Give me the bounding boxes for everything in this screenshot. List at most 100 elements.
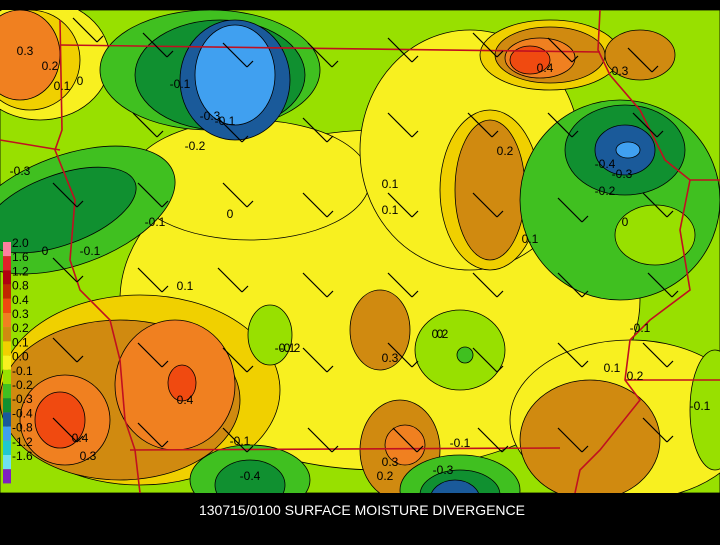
- legend-swatch: [3, 256, 11, 271]
- barb-flag: [166, 50, 174, 58]
- barb: [387, 272, 413, 298]
- contour-label: -0.1: [450, 436, 471, 450]
- barb-flag: [496, 210, 504, 218]
- legend-swatch: [3, 270, 11, 285]
- contour-label: -0.1: [145, 215, 166, 229]
- barb: [392, 427, 418, 453]
- contour-label: 0.2: [627, 369, 644, 383]
- legend-swatch: [3, 298, 11, 313]
- legend-swatch-end: [3, 469, 11, 484]
- barb: [52, 417, 78, 443]
- barb-flag: [411, 210, 419, 218]
- barb: [52, 337, 78, 363]
- barb-flag: [76, 355, 84, 363]
- contour-label: -0.3: [10, 164, 31, 178]
- state-borders: [0, 10, 720, 493]
- contour-field: [0, 10, 720, 493]
- contour-label: -0.4: [595, 157, 616, 171]
- legend-label: -0.4: [12, 406, 33, 420]
- barb-flag: [581, 290, 589, 298]
- contour-label: 0.4: [72, 431, 89, 445]
- barb: [467, 112, 493, 138]
- barb-flag: [76, 200, 84, 208]
- barb-flag: [241, 135, 249, 143]
- barb: [307, 427, 333, 453]
- barb: [142, 32, 168, 58]
- barb: [472, 272, 498, 298]
- barb-flag: [416, 445, 424, 453]
- barb: [137, 182, 163, 208]
- barb: [72, 17, 98, 43]
- title: 130715/0100 SURFACE MOISTURE DIVERGENCE: [199, 502, 525, 518]
- contour-label: 0: [77, 74, 84, 88]
- legend-label: 0.0: [12, 350, 29, 364]
- barb: [222, 427, 248, 453]
- barb-flag: [666, 360, 674, 368]
- legend-swatch: [3, 440, 11, 455]
- contour-label: 0.1: [382, 203, 399, 217]
- barb-flag: [246, 200, 254, 208]
- legend-label: -1.6: [12, 449, 33, 463]
- legend-swatch: [3, 426, 11, 441]
- legend-swatch: [3, 384, 11, 399]
- barb: [547, 112, 573, 138]
- contour-label: 0: [622, 215, 629, 229]
- barb-flag: [671, 290, 679, 298]
- legend-swatch: [3, 412, 11, 427]
- barb: [387, 112, 413, 138]
- barb-flag: [496, 290, 504, 298]
- barb: [642, 417, 668, 443]
- barb-flag: [326, 135, 334, 143]
- barb: [387, 192, 413, 218]
- barb: [132, 112, 158, 138]
- contour-label: -0.3: [433, 463, 454, 477]
- barb-flag: [326, 210, 334, 218]
- barb-flag: [581, 215, 589, 223]
- barb: [217, 117, 243, 143]
- legend-label: 0.3: [12, 307, 29, 321]
- barb: [302, 117, 328, 143]
- barb: [642, 192, 668, 218]
- barb-flag: [331, 60, 339, 68]
- contour-label: -0.2: [280, 341, 301, 355]
- legend-swatch: [3, 355, 11, 370]
- contour-label: 0.1: [177, 279, 194, 293]
- contour-label: 0.3: [382, 455, 399, 469]
- legend-label: -1.2: [12, 435, 33, 449]
- barb: [472, 347, 498, 373]
- barb: [547, 37, 573, 63]
- barb-flag: [76, 435, 84, 443]
- barb: [557, 272, 583, 298]
- legend-label: 0.8: [12, 279, 29, 293]
- barb: [557, 197, 583, 223]
- barb-flag: [581, 445, 589, 453]
- contour-label: 0.2: [432, 327, 449, 341]
- barb-flag: [496, 365, 504, 373]
- barb-flag: [161, 200, 169, 208]
- contour-label: 0: [437, 327, 444, 341]
- barb-flag: [246, 365, 254, 373]
- barb-flag: [651, 65, 659, 73]
- legend-label: 0.4: [12, 293, 29, 307]
- contour-label: 0.3: [80, 449, 97, 463]
- barb: [557, 427, 583, 453]
- barb: [52, 182, 78, 208]
- barb: [472, 32, 498, 58]
- contour-label: -0.2: [595, 184, 616, 198]
- contour-label: 0.2: [497, 144, 514, 158]
- barb-flag: [246, 60, 254, 68]
- legend: 2.01.61.20.80.40.30.20.10.0-0.1-0.2-0.3-…: [3, 236, 33, 484]
- legend-label: -0.2: [12, 378, 33, 392]
- barb: [647, 272, 673, 298]
- contour-label: -0.1: [230, 434, 251, 448]
- barb: [307, 42, 333, 68]
- barb-flag: [96, 35, 104, 43]
- contour-label: -0.2: [185, 139, 206, 153]
- barb-flag: [571, 130, 579, 138]
- legend-swatch: [3, 242, 11, 257]
- legend-swatch: [3, 341, 11, 356]
- barb: [302, 347, 328, 373]
- barb: [387, 37, 413, 63]
- barb: [222, 347, 248, 373]
